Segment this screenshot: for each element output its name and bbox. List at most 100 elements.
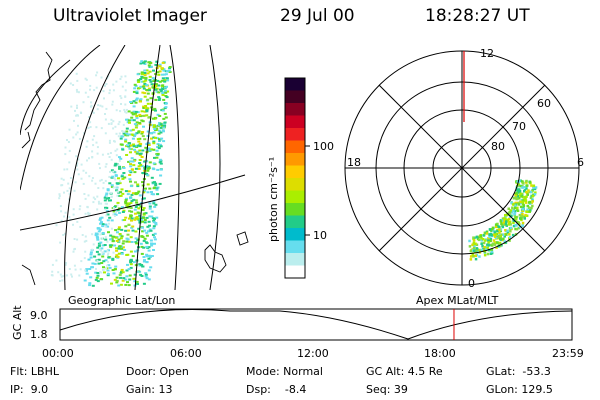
aurora-pixel <box>115 163 119 166</box>
aurora-pixel <box>475 236 479 239</box>
aurora-pixel <box>70 105 73 108</box>
aurora-pixel <box>125 118 128 121</box>
aurora-pixel <box>157 132 161 135</box>
aurora-pixel <box>530 184 533 187</box>
aurora-pixel <box>472 241 476 245</box>
aurora-pixel <box>135 97 139 100</box>
aurora-pixel <box>115 80 118 83</box>
colorbar-cell <box>285 253 305 266</box>
aurora-pixel <box>94 198 97 201</box>
aurora-pixel <box>104 118 107 121</box>
aurora-pixel <box>115 249 119 252</box>
aurora-pixel <box>124 202 128 205</box>
aurora-pixel <box>133 273 137 276</box>
aurora-pixel <box>490 250 494 253</box>
aurora-pixel <box>80 260 83 263</box>
aurora-pixel <box>67 141 70 143</box>
aurora-pixel <box>102 90 105 93</box>
aurora-pixel <box>80 177 83 180</box>
colorbar-cell <box>285 90 305 104</box>
aurora-pixel <box>531 200 534 203</box>
mlt-label-6: 6 <box>577 156 584 169</box>
aurora-pixel <box>95 235 99 238</box>
aurora-pixel <box>115 132 118 135</box>
aurora-pixel <box>158 158 162 161</box>
aurora-pixel <box>148 215 152 218</box>
aurora-pixel <box>145 277 149 280</box>
aurora-pixel <box>155 149 159 152</box>
aurora-pixel <box>515 228 519 231</box>
aurora-pixel <box>104 132 107 135</box>
aurora-pixel <box>140 61 144 63</box>
aurora-pixel <box>128 210 132 213</box>
aurora-pixel <box>112 235 116 238</box>
aurora-pixel <box>165 70 169 73</box>
aurora-pixel <box>469 258 473 261</box>
aurora-pixel <box>105 267 108 270</box>
aurora-pixel <box>106 188 110 191</box>
aurora-pixel <box>93 255 97 258</box>
aurora-pixel <box>94 182 97 185</box>
aurora-pixel <box>130 210 134 213</box>
aurora-pixel <box>503 235 506 238</box>
aurora-pixel <box>102 260 106 263</box>
aurora-pixel <box>159 88 162 91</box>
aurora-pixel <box>121 242 125 245</box>
aurora-pixel <box>83 240 86 243</box>
aurora-pixel <box>150 242 153 245</box>
aurora-pixel <box>150 176 154 179</box>
aurora-pixel <box>161 129 165 132</box>
aurora-pixel <box>491 229 495 232</box>
aurora-pixel <box>136 183 140 186</box>
aurora-pixel <box>122 167 126 169</box>
aurora-pixel <box>165 96 169 99</box>
aurora-pixel <box>167 69 171 72</box>
aurora-pixel <box>138 100 142 103</box>
aurora-pixel <box>166 90 170 93</box>
aurora-pixel <box>523 186 526 189</box>
aurora-pixel <box>89 88 91 91</box>
aurora-pixel <box>114 125 117 128</box>
aurora-pixel <box>142 256 146 258</box>
aurora-pixel <box>60 219 63 222</box>
aurora-pixel <box>147 220 151 223</box>
aurora-pixel <box>100 221 103 224</box>
aurora-pixel <box>515 180 518 183</box>
aurora-pixel <box>509 230 512 233</box>
aurora-pixel <box>144 106 148 109</box>
aurora-pixel <box>152 131 156 134</box>
aurora-pixel <box>145 173 149 175</box>
aurora-pixel <box>154 83 158 86</box>
aurora-pixel <box>468 245 472 248</box>
aurora-pixel <box>98 248 101 251</box>
aurora-pixel <box>117 135 120 138</box>
aurora-pixel <box>521 221 525 225</box>
aurora-pixel <box>87 213 90 216</box>
aurora-pixel <box>168 71 172 73</box>
aurora-pixel <box>123 219 127 221</box>
aurora-pixel <box>521 208 524 211</box>
aurora-pixel <box>491 226 495 230</box>
aurora-pixel <box>139 78 143 80</box>
aurora-pixel <box>143 92 147 95</box>
aurora-pixel <box>148 205 152 208</box>
aurora-pixel <box>126 144 129 147</box>
aurora-pixel <box>487 239 490 242</box>
aurora-pixel <box>142 125 145 128</box>
aurora-pixel <box>473 244 476 247</box>
timeline-xtick-0000: 00:00 <box>42 347 74 360</box>
aurora-pixel <box>126 202 130 205</box>
aurora-pixel <box>120 206 124 209</box>
aurora-pixel <box>525 195 528 198</box>
mlt-label-18: 18 <box>347 156 361 169</box>
aurora-pixel <box>522 195 525 199</box>
aurora-pixel <box>62 275 65 278</box>
aurora-pixel <box>120 228 124 231</box>
aurora-pixel <box>68 128 71 131</box>
aurora-pixel <box>59 241 62 244</box>
aurora-pixel <box>98 228 102 231</box>
aurora-pixel <box>473 249 476 252</box>
aurora-pixel <box>103 244 107 246</box>
aurora-pixel <box>124 134 128 137</box>
aurora-pixel <box>100 247 104 250</box>
